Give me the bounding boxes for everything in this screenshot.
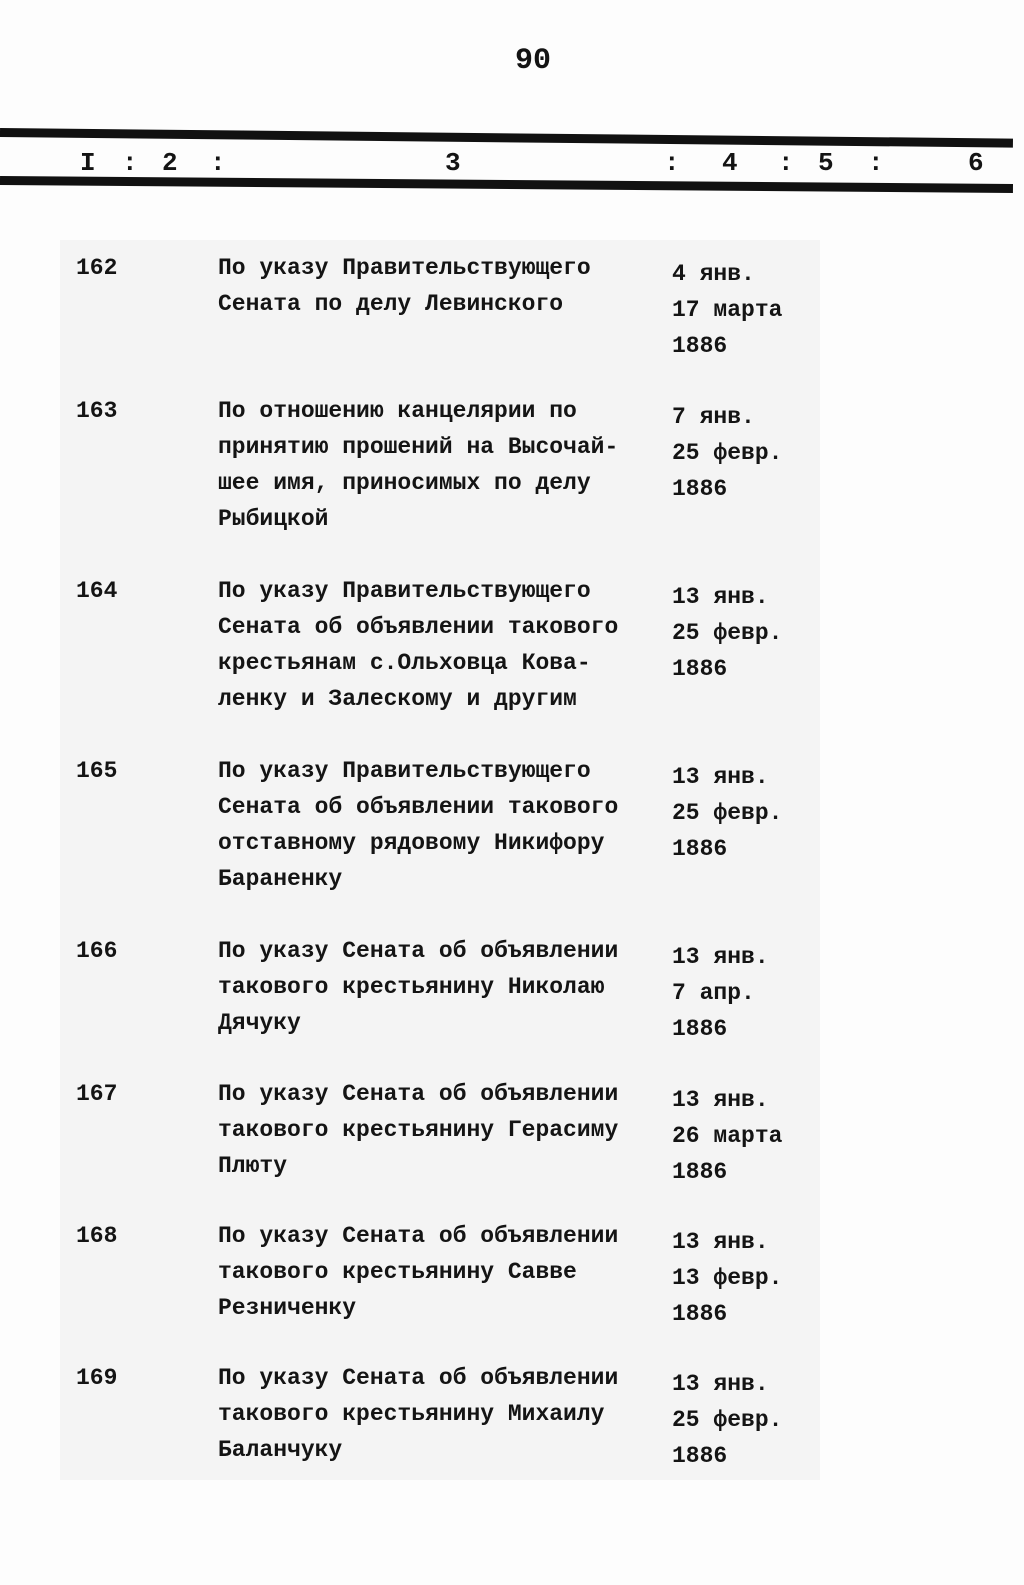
date-line: 25 февр. [672, 620, 783, 646]
entry-dates: 13 янв. 25 февр. 1886 [672, 759, 782, 867]
date-line: 17 марта [672, 297, 783, 323]
entry-dates: 13 янв. 25 февр. 1886 [672, 579, 782, 687]
entry-dates: 13 янв. 7 апр. 1886 [672, 939, 769, 1047]
entry-description: По отношению канцелярии по принятию проше… [218, 393, 658, 537]
description-line: Сената об объявлении такового [218, 794, 619, 820]
date-line: 1886 [672, 1016, 728, 1042]
description-line: такового крестьянину Савве [218, 1259, 577, 1285]
column-header: 3 [445, 148, 461, 178]
header-rule-top [0, 128, 1013, 148]
date-line: 13 янв. [672, 1229, 769, 1255]
entry-dates: 13 янв. 25 февр. 1886 [672, 1366, 782, 1474]
description-line: такового крестьянину Михаилу [218, 1401, 605, 1427]
page-number: 90 [515, 44, 552, 78]
description-line: Резниченку [218, 1295, 357, 1321]
entry-dates: 7 янв. 25 февр. 1886 [672, 399, 782, 507]
column-header: : [778, 148, 794, 178]
entry-description: По указу Сената об объявлении такового кр… [218, 1076, 658, 1184]
date-line: 25 февр. [672, 800, 783, 826]
date-line: 7 янв. [672, 404, 755, 430]
entry-number: 166 [76, 938, 118, 964]
date-line: 13 февр. [672, 1265, 783, 1291]
description-line: принятию прошений на Высочай- [218, 434, 619, 460]
description-line: Баланчуку [218, 1437, 343, 1463]
description-line: По указу Сената об объявлении [218, 1223, 619, 1249]
date-line: 4 янв. [672, 261, 755, 287]
description-line: По указу Правительствующего [218, 578, 591, 604]
description-line: По отношению канцелярии по [218, 398, 577, 424]
date-line: 1886 [672, 333, 728, 359]
description-line: Рыбицкой [218, 506, 329, 532]
entry-number: 168 [76, 1223, 118, 1249]
column-header: : [122, 148, 138, 178]
description-line: такового крестьянину Герасиму [218, 1117, 619, 1143]
column-header: 6 [968, 148, 984, 178]
description-line: По указу Правительствующего [218, 255, 591, 281]
description-line: Сената об объявлении такового [218, 614, 619, 640]
header-rule-bottom [0, 176, 1014, 193]
description-line: такового крестьянину Николаю [218, 974, 605, 1000]
entry-description: По указу Правительствующего Сената об объ… [218, 753, 658, 897]
entry-number: 162 [76, 255, 118, 281]
column-header: : [868, 148, 884, 178]
date-line: 13 янв. [672, 1371, 769, 1397]
description-line: По указу Правительствующего [218, 758, 591, 784]
entry-number: 164 [76, 578, 118, 604]
date-line: 25 февр. [672, 1407, 783, 1433]
description-line: крестьянам с.Ольховца Кова- [218, 650, 591, 676]
description-line: Бараненку [218, 866, 343, 892]
scan-shading [60, 240, 820, 1480]
column-header: 4 [722, 148, 738, 178]
entry-number: 165 [76, 758, 118, 784]
description-line: Сената по делу Левинского [218, 291, 564, 317]
description-line: ленку и Залескому и другим [218, 686, 577, 712]
entry-description: По указу Правительствующего Сената по дел… [218, 250, 658, 322]
column-header: : [664, 148, 680, 178]
description-line: По указу Сената об объявлении [218, 938, 619, 964]
description-line: По указу Сената об объявлении [218, 1365, 619, 1391]
entry-number: 163 [76, 398, 118, 424]
date-line: 1886 [672, 1301, 728, 1327]
date-line: 13 янв. [672, 584, 769, 610]
description-line: отставному рядовому Никифору [218, 830, 605, 856]
entry-description: По указу Сената об объявлении такового кр… [218, 1360, 658, 1468]
column-header: 5 [818, 148, 834, 178]
column-header: : [210, 148, 226, 178]
date-line: 13 янв. [672, 944, 769, 970]
entry-description: По указу Правительствующего Сената об объ… [218, 573, 658, 717]
date-line: 1886 [672, 656, 728, 682]
date-line: 1886 [672, 476, 728, 502]
date-line: 25 февр. [672, 440, 783, 466]
date-line: 1886 [672, 1159, 728, 1185]
column-header: I [80, 148, 96, 178]
entry-dates: 13 янв. 13 февр. 1886 [672, 1224, 782, 1332]
column-header: 2 [162, 148, 178, 178]
date-line: 13 янв. [672, 764, 769, 790]
entry-number: 167 [76, 1081, 118, 1107]
date-line: 26 марта [672, 1123, 783, 1149]
date-line: 7 апр. [672, 980, 755, 1006]
description-line: шее имя, приносимых по делу [218, 470, 591, 496]
entry-dates: 4 янв. 17 марта 1886 [672, 256, 782, 364]
entry-description: По указу Сената об объявлении такового кр… [218, 1218, 658, 1326]
description-line: Дячуку [218, 1010, 301, 1036]
entry-number: 169 [76, 1365, 118, 1391]
description-line: Плюту [218, 1153, 288, 1179]
date-line: 1886 [672, 836, 728, 862]
date-line: 1886 [672, 1443, 728, 1469]
entry-description: По указу Сената об объявлении такового кр… [218, 933, 658, 1041]
description-line: По указу Сената об объявлении [218, 1081, 619, 1107]
entry-dates: 13 янв. 26 марта 1886 [672, 1082, 782, 1190]
date-line: 13 янв. [672, 1087, 769, 1113]
